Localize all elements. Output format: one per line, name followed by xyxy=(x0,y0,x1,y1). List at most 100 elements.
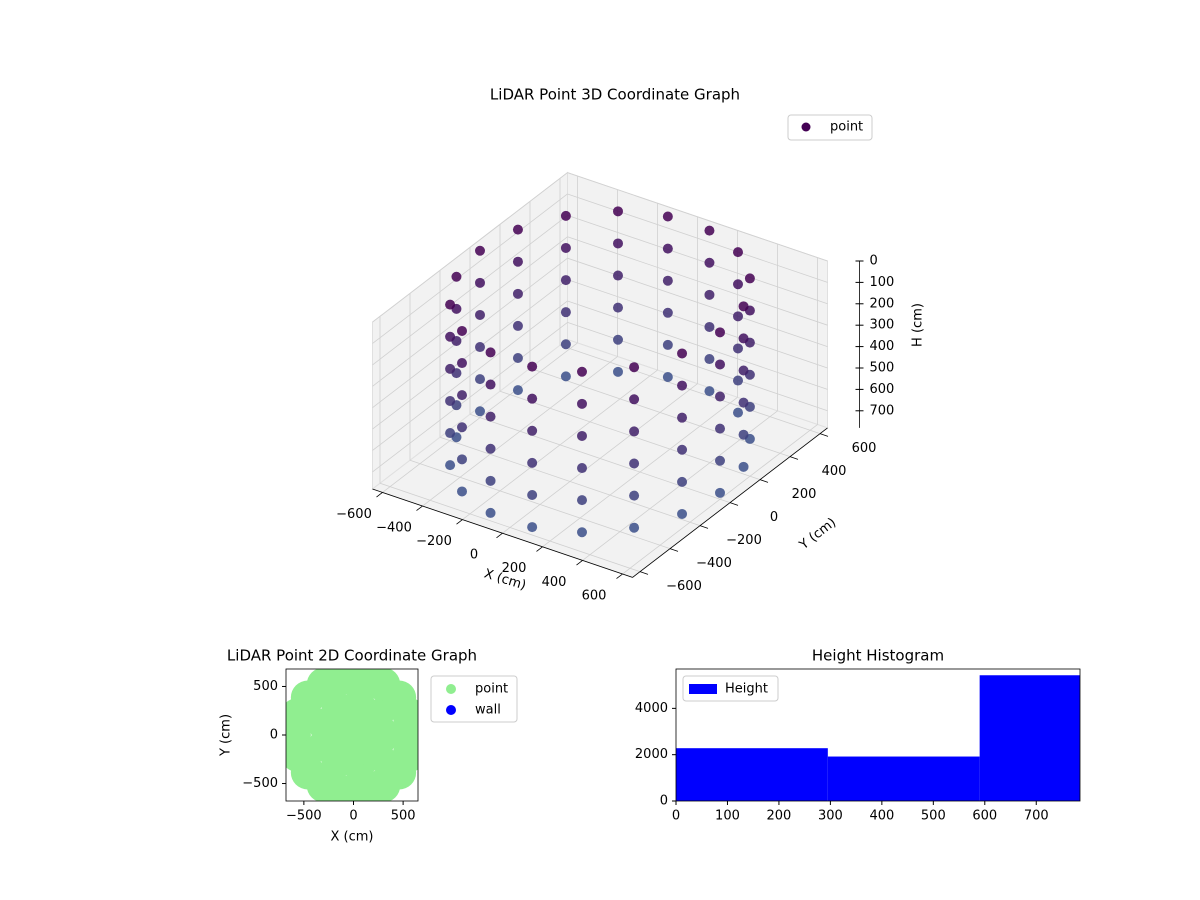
y-tick-label: 400 xyxy=(822,464,847,479)
point xyxy=(445,363,456,374)
tick-mark xyxy=(496,532,503,539)
z-axis-label: H (cm) xyxy=(911,303,926,347)
grid-line xyxy=(567,257,828,347)
point xyxy=(485,507,496,518)
grid-line xyxy=(372,279,568,430)
point xyxy=(715,327,725,338)
tick-mark xyxy=(376,492,383,498)
point xyxy=(527,425,538,436)
x-tick-label: 300 xyxy=(818,809,843,824)
point xyxy=(485,411,496,422)
point xyxy=(485,347,496,358)
z-tick-label: 100 xyxy=(870,275,895,290)
point xyxy=(613,238,623,249)
point xyxy=(560,242,571,253)
point xyxy=(485,443,496,454)
point xyxy=(704,354,715,365)
grid-line xyxy=(409,459,671,550)
x-tick-label: 400 xyxy=(869,809,894,824)
point xyxy=(715,487,725,498)
point xyxy=(457,358,467,369)
point xyxy=(704,321,715,332)
y-tick-label: 0 xyxy=(770,510,778,525)
x-tick-label: 200 xyxy=(767,809,792,824)
point xyxy=(527,489,538,500)
tick-mark xyxy=(616,573,623,579)
grid-line xyxy=(372,322,568,473)
point xyxy=(392,737,418,772)
point xyxy=(613,206,623,217)
chart-title: LiDAR Point 3D Coordinate Graph xyxy=(490,86,740,104)
point xyxy=(527,457,538,468)
point xyxy=(560,275,571,286)
grid-line xyxy=(372,236,568,387)
point xyxy=(445,428,456,439)
y-tick-label: −400 xyxy=(696,556,732,571)
point xyxy=(527,361,538,372)
bar xyxy=(979,675,1080,801)
chart-title: Height Histogram xyxy=(812,647,944,665)
point xyxy=(475,342,485,353)
y-tick-label: 0 xyxy=(270,728,278,743)
point xyxy=(560,210,571,221)
y-tick-label: −200 xyxy=(726,533,762,548)
point xyxy=(715,423,725,434)
point xyxy=(577,495,587,506)
x-tick-label: 400 xyxy=(542,575,567,590)
point xyxy=(733,311,743,322)
legend-box xyxy=(787,114,873,141)
point xyxy=(629,522,640,533)
point xyxy=(733,375,743,386)
point xyxy=(560,371,571,382)
tick-mark xyxy=(759,479,769,483)
point xyxy=(475,245,485,256)
point xyxy=(629,362,640,373)
y-tick-label: 0 xyxy=(660,794,668,809)
point xyxy=(704,225,715,236)
point xyxy=(704,257,715,268)
point xyxy=(662,372,673,383)
tick-mark xyxy=(536,546,543,552)
legend-marker xyxy=(689,684,717,694)
tick-mark xyxy=(819,433,829,437)
z-tick-label: 400 xyxy=(870,339,895,354)
x-tick-label: 200 xyxy=(502,561,527,576)
point xyxy=(738,365,749,376)
grid-line xyxy=(567,215,828,305)
grid-line xyxy=(567,300,828,390)
bar xyxy=(676,748,828,801)
point xyxy=(475,309,485,320)
point xyxy=(475,406,485,417)
tick-mark xyxy=(576,560,583,566)
x-axis xyxy=(372,488,633,578)
point xyxy=(457,325,467,336)
point xyxy=(662,275,673,286)
point xyxy=(733,407,743,418)
point xyxy=(613,334,623,345)
y-axis-label: Y (cm) xyxy=(219,714,234,757)
point xyxy=(577,463,587,474)
point xyxy=(677,348,688,359)
tick-mark xyxy=(669,548,679,552)
tick-mark xyxy=(456,519,463,525)
point xyxy=(512,288,523,299)
grid-line xyxy=(372,172,568,323)
tick-mark xyxy=(789,456,799,460)
point xyxy=(577,366,587,377)
x-tick-label: 0 xyxy=(672,809,680,824)
point xyxy=(451,271,462,282)
y-tick-label: −600 xyxy=(666,579,702,594)
point xyxy=(445,460,456,471)
point xyxy=(577,527,587,538)
point xyxy=(457,486,467,497)
grid-line xyxy=(372,257,568,409)
y-axis xyxy=(632,427,828,578)
point xyxy=(577,398,587,409)
x-tick-label: −200 xyxy=(416,534,452,549)
point xyxy=(485,475,496,486)
point xyxy=(613,302,623,313)
grid-line xyxy=(559,344,821,435)
legend-label: Height xyxy=(725,682,768,697)
grid-line xyxy=(372,215,568,366)
x-tick-label: 100 xyxy=(715,809,740,824)
